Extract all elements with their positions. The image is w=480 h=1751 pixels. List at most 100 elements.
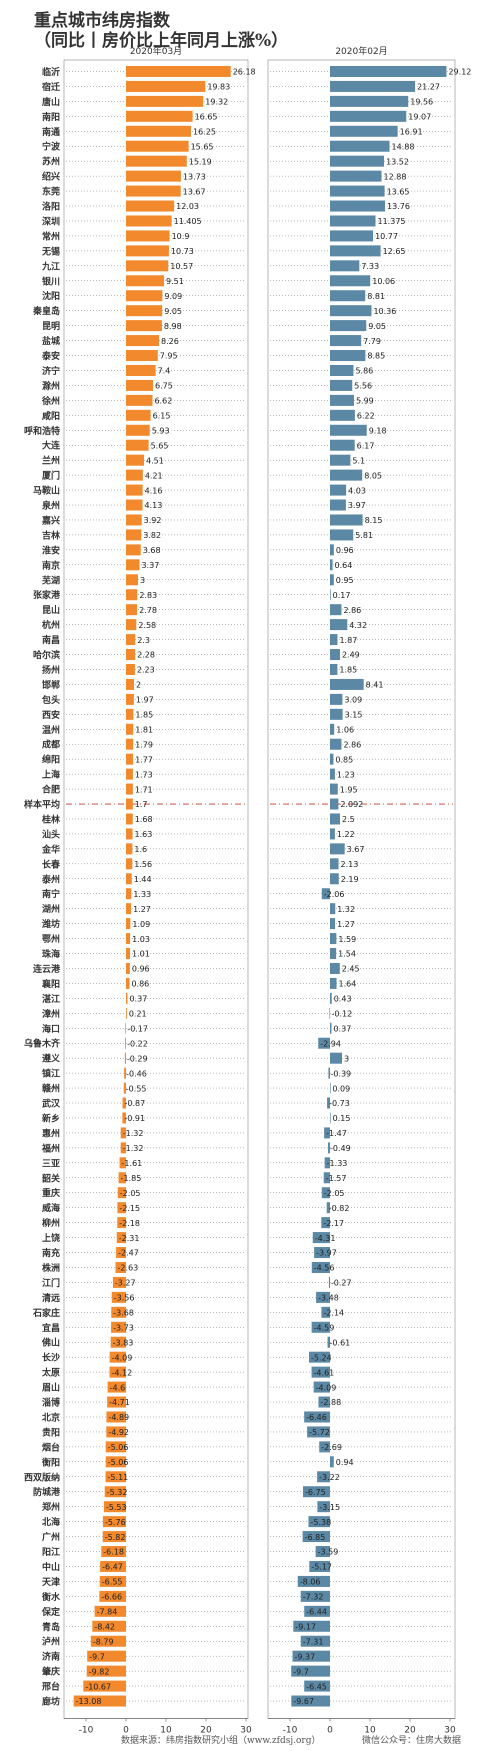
bar — [126, 888, 132, 900]
bar — [330, 1082, 331, 1094]
data-label: 2.13 — [341, 860, 359, 869]
category-label: 连云港 — [33, 963, 61, 975]
data-label: -4.59 — [314, 1323, 335, 1332]
bar — [99, 1575, 126, 1587]
category-label: 衡水 — [42, 1591, 61, 1603]
category-label: 北京 — [42, 1411, 60, 1423]
data-label: 1.06 — [336, 725, 354, 734]
bar — [126, 619, 137, 631]
data-label: 2.86 — [343, 606, 361, 615]
bar — [318, 1396, 330, 1408]
bar — [126, 215, 172, 227]
data-label: 1.33 — [133, 890, 151, 899]
data-label: 1.77 — [135, 755, 153, 764]
data-label: 9.09 — [164, 292, 182, 301]
bar — [126, 170, 181, 182]
category-label: 宜昌 — [42, 1322, 60, 1334]
bar — [330, 858, 339, 870]
category-label: 西安 — [42, 709, 60, 721]
bar — [126, 290, 163, 302]
bar — [330, 215, 376, 227]
category-label: 新乡 — [42, 1112, 60, 1124]
bar — [330, 230, 374, 242]
x-tick-label: 0 — [123, 1726, 129, 1736]
bar — [330, 992, 332, 1004]
category-label: 苏州 — [42, 156, 60, 168]
category-label: 绵阳 — [42, 754, 60, 766]
footer-wechat: 微信公众号：住房大数据 — [362, 1736, 462, 1746]
bar — [330, 125, 398, 137]
bar — [126, 350, 158, 362]
category-label: 泸州 — [42, 1636, 60, 1648]
data-label: 0.96 — [336, 546, 354, 555]
data-label: 26.18 — [233, 68, 256, 77]
data-label: 6.75 — [155, 382, 173, 391]
bar — [304, 1680, 330, 1692]
bar — [126, 514, 142, 526]
data-label: 3.92 — [144, 516, 162, 525]
bar — [120, 1127, 126, 1139]
bar — [330, 260, 360, 272]
data-label: -6.45 — [306, 1682, 327, 1691]
data-label: 3 — [344, 1054, 349, 1063]
bar — [115, 1261, 126, 1273]
data-label: 1.73 — [135, 770, 153, 779]
data-label: -5.76 — [105, 1518, 126, 1527]
bar — [126, 379, 153, 391]
category-label: 上海 — [42, 769, 60, 781]
bar — [297, 1575, 330, 1587]
data-label: -6.18 — [103, 1548, 124, 1557]
data-label: -3.56 — [114, 1294, 135, 1303]
bar — [329, 1007, 331, 1019]
data-label: -9.17 — [295, 1622, 316, 1631]
category-label: 重庆 — [42, 1187, 60, 1199]
bar — [126, 125, 191, 137]
category-label: 保定 — [41, 1606, 61, 1618]
bar — [330, 768, 335, 780]
bar — [330, 544, 334, 556]
category-label: 珠海 — [42, 948, 60, 960]
category-label: 廊坊 — [42, 1696, 60, 1708]
bar — [330, 693, 343, 705]
bar — [126, 693, 134, 705]
data-label: -6.85 — [305, 1533, 326, 1542]
data-label: 16.91 — [400, 127, 423, 136]
bar — [330, 350, 366, 362]
bar — [316, 1291, 330, 1303]
bar — [126, 245, 169, 257]
data-label: 3.15 — [345, 711, 363, 720]
data-label: -5.17 — [311, 1563, 332, 1572]
data-label: 10.36 — [373, 307, 396, 316]
data-label: -4.71 — [109, 1398, 130, 1407]
data-label: 1.64 — [339, 980, 357, 989]
bar — [117, 1202, 126, 1214]
data-label: 13.76 — [387, 202, 410, 211]
bar — [330, 1052, 342, 1064]
bar — [126, 918, 131, 930]
data-label: 1.95 — [340, 785, 358, 794]
data-label: 7.79 — [363, 337, 381, 346]
data-label: 6.15 — [153, 412, 171, 421]
bar — [126, 529, 142, 541]
bar — [304, 1605, 330, 1617]
bar — [330, 962, 340, 974]
bar — [126, 484, 143, 496]
bar — [302, 1531, 330, 1543]
data-label: -3.73 — [113, 1323, 134, 1332]
bar — [330, 80, 416, 92]
data-label: -1.33 — [327, 1159, 348, 1168]
bar — [126, 992, 128, 1004]
bar — [101, 1546, 126, 1558]
data-label: 1.6 — [134, 845, 147, 854]
bar — [330, 649, 340, 661]
bar — [330, 1022, 332, 1034]
data-label: -1.47 — [326, 1129, 347, 1138]
bar — [126, 275, 165, 287]
category-label: 合肥 — [42, 784, 60, 796]
bar — [309, 1560, 330, 1572]
bar — [330, 828, 335, 840]
data-label: -3.48 — [318, 1294, 339, 1303]
bar — [317, 1471, 330, 1483]
data-label: 4.21 — [145, 471, 163, 480]
bar — [126, 469, 143, 481]
